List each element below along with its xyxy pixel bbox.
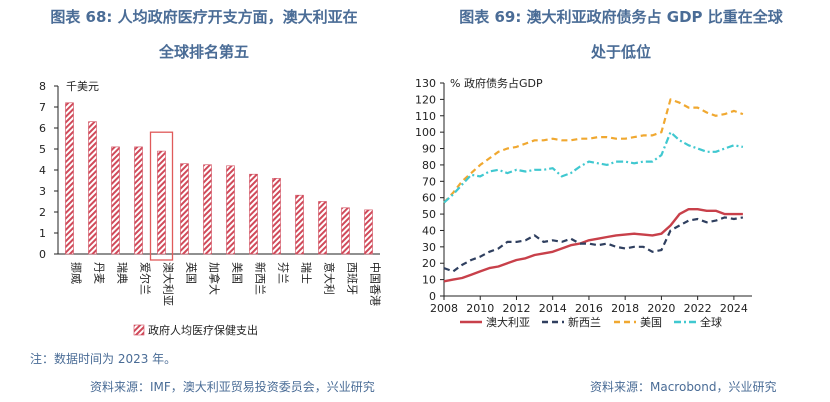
- right-x-tick-label: 2010: [466, 302, 494, 315]
- bar-爱尔兰: [134, 146, 143, 255]
- left-y-tick-label: 5: [39, 143, 46, 156]
- left-chart-note: 注：数据时间为 2023 年。: [30, 352, 177, 366]
- x-tick-label-意大利: 意大利: [323, 262, 337, 295]
- right-y-tick-label: 90: [422, 143, 436, 156]
- right-x-tick-label: 2014: [539, 302, 567, 315]
- series-line-全球: [443, 131, 744, 204]
- legend-label-新西兰: 新西兰: [568, 315, 601, 329]
- left-y-unit-label: 千美元: [66, 80, 99, 93]
- right-y-tick-label: 50: [422, 208, 436, 221]
- left-y-tick-label: 8: [39, 80, 46, 93]
- right-y-tick-label: 100: [415, 126, 436, 139]
- right-x-tick-label: 2012: [502, 302, 530, 315]
- highlight-box: [149, 131, 174, 261]
- right-chart-title-line2: 处于低位: [590, 43, 651, 61]
- left-y-tick-label: 2: [39, 206, 46, 219]
- right-y-unit-label: % 政府债务占GDP: [450, 76, 543, 90]
- right-chart-title-line1: 图表 69: 澳大利亚政府债务占 GDP 比重在全球: [459, 8, 783, 26]
- bar-瑞典: [111, 146, 120, 255]
- x-tick-label-爱尔兰: 爱尔兰: [139, 262, 152, 295]
- right-y-tick-label: 0: [429, 290, 436, 303]
- bar-英国: [180, 163, 189, 255]
- bar-西班牙: [341, 207, 350, 255]
- bar-意大利: [318, 201, 327, 255]
- left-chart-source: 资料来源：IMF，澳大利亚贸易投资委员会，兴业研究: [90, 380, 375, 394]
- right-y-tick-label: 70: [422, 175, 436, 188]
- x-tick-label-瑞士: 瑞士: [300, 262, 314, 284]
- right-chart-source: 资料来源：Macrobond，兴业研究: [590, 380, 777, 394]
- left-y-tick-label: 4: [39, 164, 46, 177]
- right-x-tick-label: 2016: [575, 302, 603, 315]
- series-line-美国: [443, 98, 744, 204]
- bar-澳大利亚: [157, 150, 166, 255]
- x-tick-label-美国: 美国: [231, 262, 244, 284]
- left-y-tick-label: 1: [39, 227, 46, 240]
- bar-芬兰: [272, 178, 281, 255]
- x-tick-label-加拿大: 加拿大: [208, 262, 222, 295]
- left-bar-chart: 0 1 2 3 4 5 6 7 8 千美元挪威 丹麦 瑞典 爱尔兰 澳大利亚 英国 加拿大 美国 新西兰 芬兰 瑞士意…: [39, 80, 382, 337]
- bar-挪威: [65, 102, 74, 255]
- left-legend-label: 政府人均医疗保健支出: [148, 323, 258, 337]
- right-y-tick-label: 130: [415, 77, 436, 90]
- x-tick-label-新西兰: 新西兰: [254, 262, 268, 295]
- right-x-tick-label: 2020: [647, 302, 675, 315]
- left-y-tick-label: 0: [39, 248, 46, 261]
- x-tick-label-瑞典: 瑞典: [116, 262, 130, 284]
- x-tick-label-英国: 英国: [185, 262, 199, 284]
- bar-新西兰: [249, 173, 258, 255]
- right-line-chart: 0 10 20 30 40 50 60 70 80 90 100 110 120 130 2008 2010 2…: [415, 76, 752, 329]
- right-y-tick-label: 20: [422, 257, 436, 270]
- bar-加拿大: [203, 164, 212, 255]
- x-tick-label-西班牙: 西班牙: [346, 262, 359, 295]
- legend-label-美国: 美国: [640, 316, 662, 329]
- x-tick-label-挪威: 挪威: [70, 262, 84, 284]
- right-y-tick-label: 30: [422, 241, 436, 254]
- left-y-tick-label: 7: [39, 101, 46, 114]
- bar-美国: [226, 165, 235, 255]
- left-chart-title-line1: 图表 68: 人均政府医疗开支方面，澳大利亚在: [50, 8, 358, 26]
- x-tick-label-丹麦: 丹麦: [93, 262, 106, 284]
- right-y-tick-label: 40: [422, 224, 436, 237]
- right-y-tick-label: 110: [415, 110, 436, 123]
- right-y-tick-label: 10: [422, 274, 436, 287]
- legend-label-全球: 全球: [700, 315, 722, 329]
- left-y-tick-label: 3: [39, 185, 46, 198]
- right-y-tick-label: 60: [422, 192, 436, 205]
- x-tick-label-澳大利亚: 澳大利亚: [162, 262, 176, 306]
- left-y-tick-label: 6: [39, 122, 46, 135]
- legend-label-澳大利亚: 澳大利亚: [486, 315, 530, 329]
- left-legend-swatch: [133, 324, 145, 336]
- bar-中国香港: [364, 209, 373, 255]
- x-tick-label-中国香港: 中国香港: [369, 262, 382, 306]
- right-y-tick-label: 120: [415, 93, 436, 106]
- bar-丹麦: [88, 121, 97, 255]
- right-x-tick-label: 2008: [430, 302, 458, 315]
- bar-瑞士: [295, 194, 304, 255]
- right-x-tick-label: 2018: [611, 302, 639, 315]
- right-x-tick-label: 2022: [684, 302, 712, 315]
- x-tick-label-芬兰: 芬兰: [277, 262, 290, 284]
- series-line-澳大利亚: [443, 208, 743, 283]
- right-y-tick-label: 80: [422, 159, 436, 172]
- left-chart-title-line2: 全球排名第五: [158, 43, 249, 61]
- series-line-新西兰: [443, 216, 744, 273]
- right-x-tick-label: 2024: [720, 302, 748, 315]
